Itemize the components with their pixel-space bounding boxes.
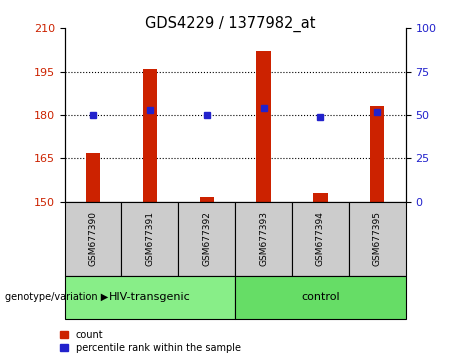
Text: GSM677394: GSM677394 (316, 211, 325, 267)
Legend: count, percentile rank within the sample: count, percentile rank within the sample (60, 330, 241, 353)
Bar (256, 51, 271, 202)
Text: GSM677391: GSM677391 (145, 211, 154, 267)
Bar (143, 69, 157, 202)
Text: GSM677393: GSM677393 (259, 211, 268, 267)
Text: GDS4229 / 1377982_at: GDS4229 / 1377982_at (145, 16, 316, 32)
Bar (235, 202, 292, 276)
Bar (292, 202, 349, 276)
Bar (200, 198, 214, 202)
Bar (65, 276, 235, 319)
Text: GSM677390: GSM677390 (89, 211, 97, 267)
Text: genotype/variation ▶: genotype/variation ▶ (5, 292, 108, 302)
Text: GSM677395: GSM677395 (373, 211, 382, 267)
Bar (349, 202, 406, 276)
Bar (86, 153, 100, 202)
Bar (313, 193, 327, 202)
Text: GSM677392: GSM677392 (202, 211, 211, 267)
Bar (235, 276, 406, 319)
Bar (121, 202, 178, 276)
Bar (178, 202, 235, 276)
Bar (370, 107, 384, 202)
Bar (65, 202, 121, 276)
Text: HIV-transgenic: HIV-transgenic (109, 292, 191, 302)
Text: control: control (301, 292, 340, 302)
